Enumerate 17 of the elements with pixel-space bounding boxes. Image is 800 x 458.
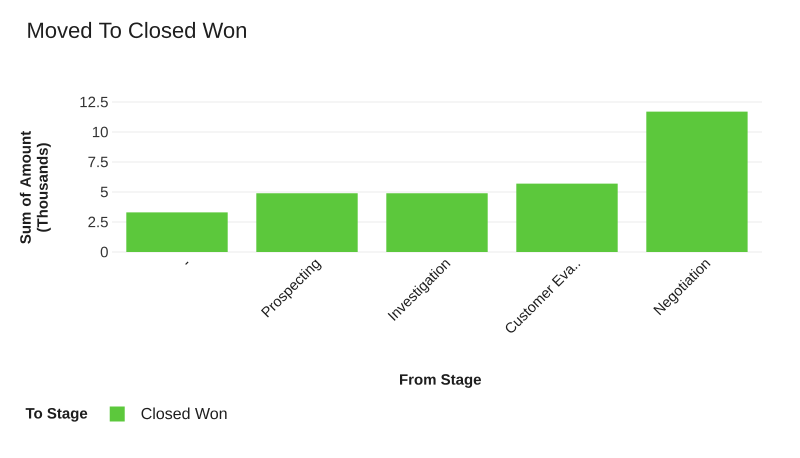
legend-label: Closed Won [142,407,227,420]
y-tick-label: 7.5 [88,156,108,168]
y-tick-label: 5 [100,186,108,198]
bar [256,193,358,252]
y-tick-label: 10 [92,126,108,138]
bar [646,112,748,252]
chart-title: Moved To Closed Won [28,22,246,38]
y-tick-label: 0 [100,246,108,258]
legend-title: To Stage [26,408,88,422]
bar [126,212,228,252]
x-tick-label: - [185,262,189,265]
y-tick-label: 12.5 [80,96,108,108]
bar [386,193,488,252]
bar [516,184,618,252]
x-axis-title: From Stage [400,374,481,388]
y-tick-label: 2.5 [88,216,108,228]
y-axis-title: Sum of Amount (Thousands) [20,131,51,244]
